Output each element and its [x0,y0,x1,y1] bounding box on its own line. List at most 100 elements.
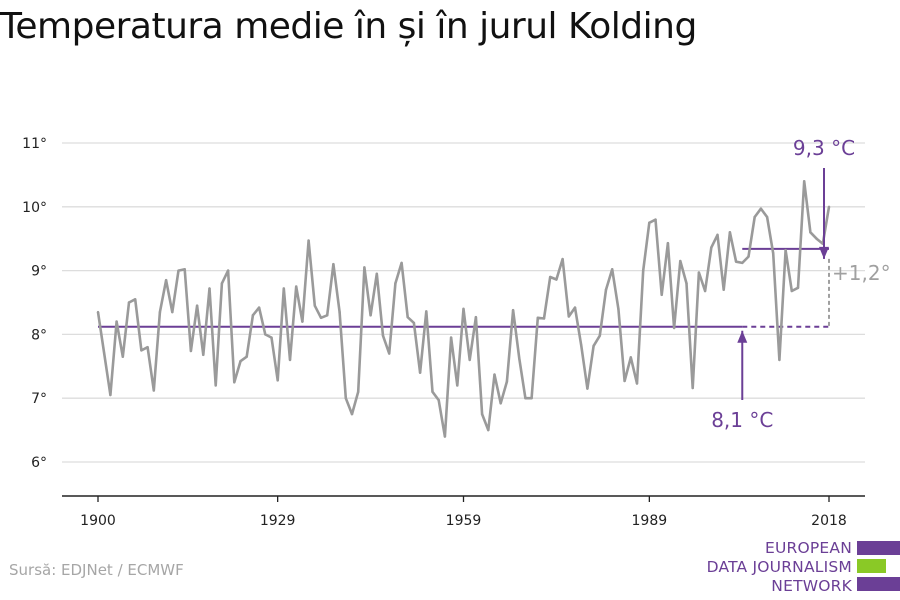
data-point [140,349,143,352]
data-point [319,316,323,320]
data-point [208,287,211,290]
data-point [679,259,682,263]
data-point [765,215,769,219]
y-tick-label: 11° [22,136,47,152]
data-point [363,266,366,269]
y-tick-label: 8° [31,327,47,343]
data-point [790,289,794,293]
grid-lines [62,142,865,463]
data-point [468,358,471,362]
data-point [747,255,750,258]
data-point [233,381,236,384]
data-point [549,275,552,279]
data-point [598,334,601,337]
data-point [654,218,657,221]
data-point [443,435,447,438]
data-point [121,355,124,358]
data-point [313,304,317,307]
data-point [202,353,205,357]
data-point [772,252,775,255]
data-point [722,288,725,291]
data-point [536,316,540,320]
x-tick-label: 2018 [811,513,847,529]
data-point [127,301,131,304]
data-point [195,304,199,307]
data-point [270,336,273,339]
data-point [164,278,168,282]
data-point [617,307,620,311]
data-point [672,326,676,330]
data-point [660,293,663,297]
data-point [425,310,428,313]
y-tick-label: 6° [31,455,47,471]
x-tick-label: 1989 [632,513,668,529]
logo-bar-purple-bottom [857,577,900,591]
y-tick-label: 10° [22,200,47,216]
data-point [326,314,329,317]
data-point [580,344,583,347]
data-point [635,382,639,385]
data-point [189,349,193,353]
logo-line-european: EUROPEAN [764,539,852,557]
data-point [629,356,632,359]
y-tick-label: 7° [31,391,47,407]
data-point [245,355,248,358]
data-point [474,315,478,319]
data-point [685,282,688,285]
data-point [295,285,298,288]
data-point [177,269,180,272]
data-point [710,246,713,249]
data-point [437,398,440,402]
data-point [152,389,155,392]
data-point [809,231,812,234]
data-point [456,384,459,387]
data-point [171,310,174,314]
data-point [610,268,614,271]
data-point [728,231,732,234]
difference-label: +1,2° [832,261,891,285]
data-point [666,241,670,245]
data-point [239,359,242,363]
data-point [264,333,267,336]
data-point [555,278,558,281]
data-point [387,352,391,355]
x-tick-label: 1959 [446,513,482,529]
data-point [332,263,335,266]
data-point [586,387,589,390]
data-point [604,288,608,291]
data-point [338,310,341,314]
arrow-baseline-head [737,330,748,343]
data-point [505,380,509,383]
data-point [573,306,577,309]
data-point [480,412,484,416]
data-point [257,306,261,309]
data-point [133,298,137,301]
data-point [462,307,465,311]
data-point [375,272,378,275]
data-point [753,215,756,219]
data-point [344,397,347,400]
data-point [524,397,527,400]
edjnet-logo[interactable]: EUROPEAN DATA JOURNALISM NETWORK [705,537,900,597]
data-point [697,271,701,274]
x-tick-label: 1929 [260,513,296,529]
data-point [518,357,521,360]
data-point [561,257,564,261]
data-point [691,386,694,390]
data-point [96,310,100,314]
data-point [301,320,304,323]
data-point [109,393,112,397]
data-point [276,379,279,382]
x-axis: 1900 1929 1959 1989 2018 [62,495,865,529]
recent-mean-label: 9,3 °C [793,136,855,160]
data-point [369,314,372,317]
data-point [796,286,800,290]
x-tick-label: 1900 [80,513,116,529]
data-point [350,412,354,416]
y-axis-tick-labels: 6° 7° 8° 9° 10° 11° [22,136,47,471]
data-point [146,345,149,349]
data-point [394,282,397,285]
data-point [158,310,162,314]
data-point [412,321,416,325]
